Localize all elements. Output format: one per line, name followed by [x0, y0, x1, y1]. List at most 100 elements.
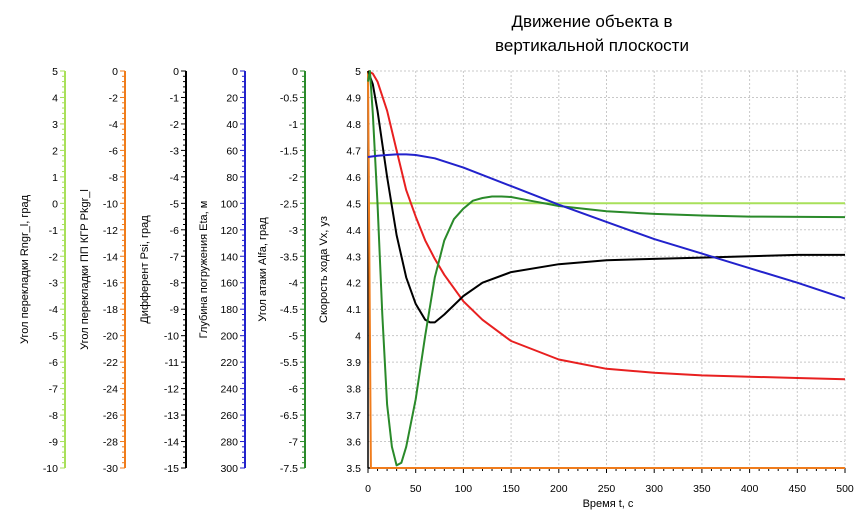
y-tick-label: -14: [103, 251, 118, 263]
series-line-depth: [367, 153, 846, 300]
series-line-red: [367, 70, 846, 381]
y-axis-title: Угол атаки Alfa, град: [257, 217, 269, 322]
y-tick-label: 60: [226, 145, 238, 157]
y-axis-title: Дифферент Psi, град: [139, 215, 151, 324]
y-tick-label: 120: [220, 225, 238, 237]
series-line-rudder_b: [367, 70, 845, 469]
y-tick-label: -2: [49, 251, 58, 263]
x-tick-label: 50: [410, 483, 422, 495]
y-axis-title: Угол перекладки Rngr_l, град: [19, 194, 31, 344]
y-tick-label: 20: [226, 92, 238, 104]
chart-title-line-1: Движение объекта в: [511, 12, 672, 31]
y-axis-depth: 0 20 40 60 80 100 120 140 160 180 200 220 240 260 280 3…: [198, 66, 246, 475]
y-tick-label: 3.8: [346, 384, 361, 396]
x-tick-label: 250: [598, 483, 616, 495]
y-tick-label: -5.5: [280, 357, 298, 369]
grid: [367, 70, 846, 469]
y-tick-label: -6: [109, 145, 118, 157]
y-tick-label: 180: [220, 304, 238, 316]
x-tick-label: 150: [502, 483, 520, 495]
y-tick-label: 5: [52, 66, 58, 78]
y-tick-label: -2: [289, 172, 298, 184]
y-tick-label: 4.3: [346, 251, 361, 263]
y-tick-label: 240: [220, 384, 238, 396]
y-tick-label: -12: [164, 384, 179, 396]
y-tick-label: 5: [355, 66, 361, 78]
y-tick-label: 2: [52, 145, 58, 157]
y-tick-label: -7: [289, 437, 298, 449]
y-tick-label: -8: [49, 410, 58, 422]
y-tick-label: 40: [226, 119, 238, 131]
y-tick-label: -3: [170, 145, 179, 157]
y-tick-label: -3: [49, 278, 58, 290]
y-tick-label: -1.5: [280, 145, 298, 157]
series-group: [367, 70, 846, 469]
x-tick-label: 450: [789, 483, 807, 495]
y-tick-label: -10: [164, 331, 179, 343]
y-tick-label: -4: [109, 119, 118, 131]
y-tick-label: 4: [52, 92, 58, 104]
y-tick-label: -3.5: [280, 251, 298, 263]
y-tick-label: -30: [103, 463, 118, 475]
y-tick-label: -0.5: [280, 92, 298, 104]
y-axis-rudder_b: 0 -2 -4 -6 -8 -10 -12 -14 -16 -18 -20 -22 -24 -26 -28 -…: [79, 66, 126, 475]
x-tick-label: 350: [693, 483, 711, 495]
y-tick-label: -8: [170, 278, 179, 290]
y-tick-label: 4.2: [346, 278, 361, 290]
y-tick-label: -18: [103, 304, 118, 316]
y-tick-label: 0: [292, 66, 298, 78]
y-tick-label: 260: [220, 410, 238, 422]
x-tick-label: 500: [836, 483, 854, 495]
y-tick-label: 280: [220, 437, 238, 449]
y-tick-label: -9: [49, 437, 58, 449]
y-axis-speed: 5 4.9 4.8 4.7 4.6 4.5 4.4 4.3 4.2 4.1 4 3.9 3.8 3.7 3.…: [318, 66, 361, 475]
y-tick-label: -4.5: [280, 304, 298, 316]
y-axis-title: Угол перекладки ПП КГР Pkgr_l: [79, 189, 91, 350]
y-tick-label: -22: [103, 357, 118, 369]
y-tick-label: 3: [52, 119, 58, 131]
y-tick-label: 4.9: [346, 92, 361, 104]
y-tick-label: 3.9: [346, 357, 361, 369]
y-tick-label: 3.5: [346, 463, 361, 475]
y-tick-label: -7: [170, 251, 179, 263]
y-tick-label: 300: [220, 463, 238, 475]
x-tick-label: 0: [365, 483, 371, 495]
y-tick-label: -12: [103, 225, 118, 237]
y-tick-label: -4: [170, 172, 179, 184]
y-tick-label: -6.5: [280, 410, 298, 422]
y-axis-alfa: 0 -0.5 -1 -1.5 -2 -2.5 -3 -3.5 -4 -4.5 -5 -5.5 -6 -6.…: [257, 66, 306, 475]
y-tick-label: -1: [289, 119, 298, 131]
y-tick-label: -20: [103, 331, 118, 343]
y-tick-label: -9: [170, 304, 179, 316]
y-tick-label: 4.4: [346, 225, 361, 237]
y-tick-label: 0: [232, 66, 238, 78]
y-tick-label: -14: [164, 437, 179, 449]
y-tick-label: -10: [103, 198, 118, 210]
y-tick-label: -28: [103, 437, 118, 449]
y-tick-label: 100: [220, 198, 238, 210]
y-axis-title: Глубина погружения Eta, м: [198, 201, 210, 339]
plot-area: 0 50 100 150 200 250 300 350 400 450 500: [365, 70, 854, 495]
y-tick-label: 4.8: [346, 119, 361, 131]
y-tick-label: -24: [103, 384, 118, 396]
y-tick-label: -6: [49, 357, 58, 369]
y-tick-label: -16: [103, 278, 118, 290]
y-tick-label: -5: [49, 331, 58, 343]
y-tick-label: 3.6: [346, 437, 361, 449]
y-tick-label: 1: [52, 172, 58, 184]
y-axis-title: Скорость хода Vx, уз: [318, 216, 330, 323]
x-tick-label: 300: [645, 483, 663, 495]
y-tick-label: -15: [164, 463, 179, 475]
y-tick-label: -7: [49, 384, 58, 396]
series-line-alfa: [367, 70, 846, 467]
y-tick-label: -7.5: [280, 463, 298, 475]
x-axis-label: Время t, с: [583, 498, 634, 510]
y-tick-label: 0: [112, 66, 118, 78]
y-tick-label: 80: [226, 172, 238, 184]
y-tick-label: 220: [220, 357, 238, 369]
y-tick-label: -13: [164, 410, 179, 422]
y-tick-label: 4.5: [346, 198, 361, 210]
y-tick-label: 3.7: [346, 410, 361, 422]
y-tick-label: -5: [170, 198, 179, 210]
